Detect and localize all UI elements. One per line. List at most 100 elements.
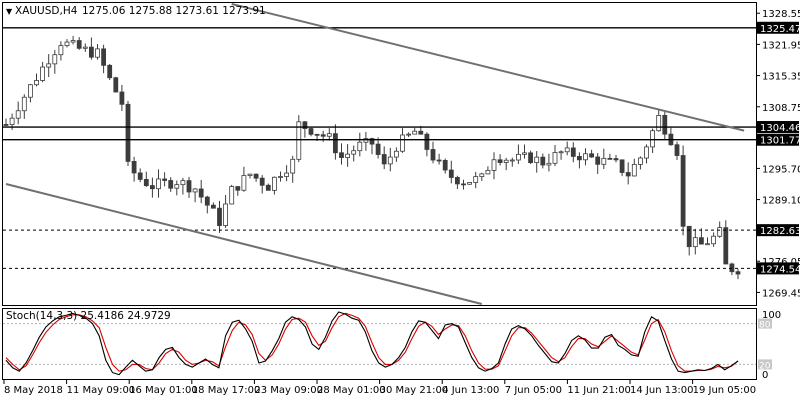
candle-body <box>46 63 52 68</box>
candle-body <box>516 153 521 161</box>
candle-body <box>589 153 594 158</box>
time-axis-tick-label: 4 Jun 13:00 <box>442 385 499 396</box>
candle-body <box>705 243 710 246</box>
candle-body <box>479 173 485 178</box>
price-level-label-box <box>757 121 799 134</box>
candle-body <box>113 77 119 93</box>
price-level-label: 1301.77 <box>760 136 800 147</box>
candle-body <box>558 151 564 154</box>
candle-body <box>52 54 58 65</box>
price-level-label-box <box>757 262 799 275</box>
candle-body <box>644 146 649 159</box>
candle-body <box>400 134 405 152</box>
candle-body <box>540 156 546 166</box>
candle-body <box>613 158 619 161</box>
candle-body <box>235 186 241 191</box>
candle-body <box>131 161 137 174</box>
time-axis-tick-label: 30 May 21:00 <box>380 385 449 396</box>
candle-body <box>485 169 491 175</box>
candle-body <box>58 45 64 56</box>
candle-body <box>509 159 515 162</box>
candle-body <box>15 110 21 119</box>
candle-body <box>717 227 723 237</box>
price-level-label: 1282.63 <box>760 226 800 237</box>
candle-body <box>607 157 613 160</box>
candle-body <box>375 143 381 155</box>
candle-body <box>418 130 424 135</box>
candle-body <box>95 48 100 58</box>
candle-body <box>735 271 741 275</box>
candle-body <box>278 176 283 178</box>
candle-body <box>369 138 375 145</box>
candle-body <box>442 160 448 171</box>
time-axis-tick-label: 11 May 09:00 <box>67 385 136 396</box>
price-level-label: 1325.47 <box>760 24 800 35</box>
price-axis-tick-label: 1269.45 <box>762 288 800 299</box>
candle-body <box>595 156 601 165</box>
candle-body <box>564 147 570 153</box>
ohlc-label: 1275.06 1275.88 1273.61 1273.91 <box>82 5 266 17</box>
time-axis-tick-label: 8 May 2018 <box>4 385 63 396</box>
collapse-arrow-icon[interactable]: ▼ <box>6 7 13 16</box>
price-panel-frame <box>2 2 757 306</box>
price-axis-tick-label: 1321.95 <box>762 40 800 51</box>
candle-body <box>259 177 265 186</box>
stoch-series-line <box>5 311 739 376</box>
candle-body <box>247 173 253 176</box>
candle-body <box>534 156 540 164</box>
stoch-level-80-label-box <box>758 318 772 329</box>
trendline-upper <box>231 3 745 132</box>
candle-body <box>497 159 503 163</box>
candle-body <box>454 177 460 185</box>
stoch-panel-frame <box>2 308 757 380</box>
price-axis-tick-label: 1308.75 <box>762 103 800 114</box>
candle-body <box>40 66 45 81</box>
stoch-level-80-label: 80 <box>759 321 771 331</box>
candle-body <box>491 159 497 171</box>
candle-body <box>253 173 259 179</box>
candle-body <box>82 46 88 49</box>
stoch-level-0-label: 0 <box>762 370 768 381</box>
trendlines <box>5 3 745 305</box>
time-axis-tick-label: 11 Jun 21:00 <box>567 385 631 396</box>
price-axis: 1328.55 1321.95 1315.35 1308.75 1295.70 1289.… <box>756 9 800 299</box>
stoch-label: Stoch(14,3,3) 25.4186 24.9729 <box>6 310 171 322</box>
candle-body <box>229 186 235 205</box>
candle-body <box>107 64 113 79</box>
candle-body <box>601 157 607 165</box>
candle-body <box>692 237 698 248</box>
candle-body <box>332 133 338 154</box>
candle-body <box>430 149 436 161</box>
candle-body <box>284 172 290 177</box>
candle-body <box>308 128 314 135</box>
price-level-label: 1274.54 <box>760 264 800 275</box>
time-axis-tick-label: 19 Jun 05:00 <box>693 385 757 396</box>
candle-body <box>662 115 668 135</box>
candle-body <box>631 164 637 177</box>
candle-body <box>64 41 70 47</box>
candle-body <box>125 103 131 162</box>
candle-body <box>186 180 192 193</box>
price-axis-tick-label: 1315.35 <box>762 72 800 83</box>
candle-body <box>149 185 155 190</box>
candle-body <box>271 176 277 191</box>
candle-body <box>143 179 149 186</box>
candle-body <box>302 121 308 129</box>
candle-body <box>625 172 631 177</box>
time-axis-tick-label: 16 May 01:00 <box>129 385 198 396</box>
time-axis-tick-label: 14 Jun 13:00 <box>630 385 694 396</box>
candle-body <box>424 133 430 150</box>
candle-body <box>711 235 716 245</box>
candle-body <box>192 188 198 193</box>
time-axis-tick-label: 28 May 01:00 <box>317 385 386 396</box>
price-level-label-box <box>757 133 799 146</box>
candle-body <box>296 121 302 160</box>
candle-body <box>357 141 363 152</box>
candle-body <box>393 150 399 158</box>
candle-body <box>137 172 143 180</box>
price-axis-tick-label: 1289.10 <box>762 196 800 207</box>
candle-body <box>198 188 204 198</box>
candle-body <box>345 153 351 158</box>
